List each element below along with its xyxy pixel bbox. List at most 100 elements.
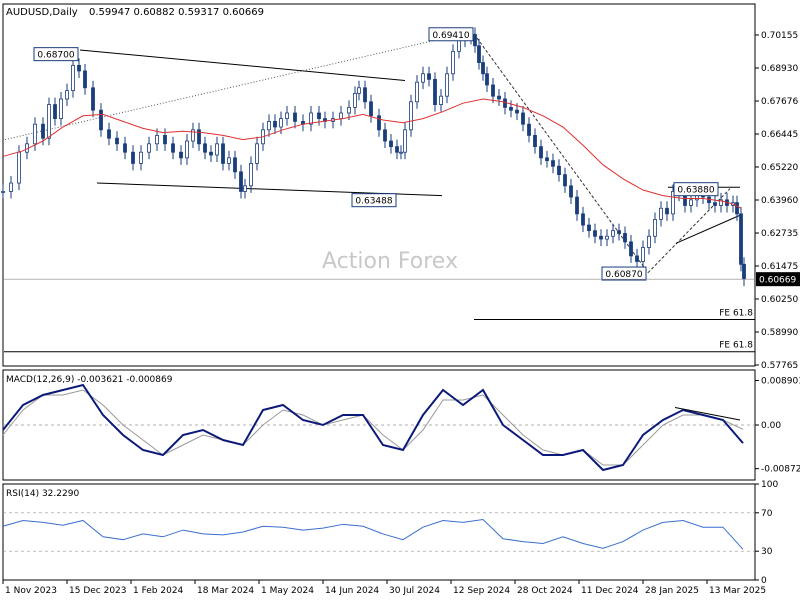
x-tick-label: 30 Jul 2024 xyxy=(389,586,440,596)
candle-body xyxy=(83,70,87,89)
watermark: Action Forex xyxy=(322,249,458,274)
candle-body xyxy=(171,143,175,153)
candle-body xyxy=(451,50,455,75)
candle-body xyxy=(309,112,313,125)
price-panel-frame xyxy=(2,3,756,367)
price-tick-label: 0.70155 xyxy=(761,31,798,41)
candle-body xyxy=(147,143,151,153)
candle-body xyxy=(59,98,63,119)
candle-body xyxy=(357,87,361,94)
candle-body xyxy=(689,199,693,206)
candle-body xyxy=(115,137,119,145)
candle-body xyxy=(353,92,357,108)
candle-body xyxy=(139,151,143,164)
candle-body xyxy=(239,171,243,192)
price-annotation-box xyxy=(351,193,397,208)
candle-body xyxy=(545,157,549,162)
candle-body xyxy=(403,129,407,153)
candle-body xyxy=(563,174,567,187)
candle-body xyxy=(623,233,627,243)
candle-body xyxy=(659,207,663,220)
price-annotation-label: 0.63880 xyxy=(677,186,714,196)
trendline xyxy=(675,214,741,244)
candle-body xyxy=(185,140,189,159)
x-tick-label: 13 Mar 2025 xyxy=(709,586,766,596)
candle-body xyxy=(551,160,555,167)
candle-body xyxy=(191,129,195,142)
candle-body xyxy=(533,135,537,148)
candle-body xyxy=(347,106,351,114)
candle-body xyxy=(611,230,615,237)
candle-body xyxy=(339,112,343,119)
price-tick-label: 0.66445 xyxy=(761,130,798,140)
candle-body xyxy=(587,224,591,232)
candle-body xyxy=(17,151,21,184)
trendline xyxy=(4,31,473,141)
candle-body xyxy=(131,151,135,164)
x-tick-label: 14 Jun 2024 xyxy=(325,586,379,596)
candle-body xyxy=(1,191,5,193)
candle-body xyxy=(197,129,201,145)
candle-body xyxy=(41,123,45,139)
candle-body xyxy=(203,143,207,153)
price-tick-label: 0.68930 xyxy=(761,64,798,74)
candle-body xyxy=(735,202,739,215)
candle-body xyxy=(363,87,367,103)
candle-body xyxy=(107,129,111,139)
candle-body xyxy=(485,73,489,86)
candle-body xyxy=(53,104,57,119)
price-annotation-label: 0.60870 xyxy=(605,270,642,280)
x-tick-label: 12 Sep 2024 xyxy=(453,586,510,596)
candle-body xyxy=(233,157,237,173)
candle-body xyxy=(77,64,81,72)
macd-tick-label: 0.008901 xyxy=(761,376,800,386)
candle-body xyxy=(249,163,253,187)
macd-panel-frame xyxy=(2,369,756,481)
macd-label: MACD(12,26,9) -0.003621 -0.000869 xyxy=(6,375,173,385)
candle-body xyxy=(569,185,573,198)
candles-group xyxy=(1,27,746,287)
candle-body xyxy=(227,157,231,164)
candle-body xyxy=(647,235,651,248)
candle-body xyxy=(481,62,485,75)
rsi-label: RSI(14) 32.2290 xyxy=(6,489,79,499)
candle-body xyxy=(473,34,477,47)
candle-body xyxy=(267,120,271,131)
candle-body xyxy=(491,84,495,97)
candle-body xyxy=(635,255,639,262)
candle-body xyxy=(433,78,437,105)
candle-body xyxy=(503,98,507,108)
price-tick-label: 0.61475 xyxy=(761,262,798,272)
candle-body xyxy=(91,87,95,111)
candle-body xyxy=(33,123,37,145)
candle-body xyxy=(445,73,449,97)
price-tick-label: 0.63960 xyxy=(761,196,798,206)
candle-body xyxy=(739,213,743,265)
candle-body xyxy=(279,118,283,128)
candle-body xyxy=(389,140,393,148)
candle-body xyxy=(285,112,289,119)
price-annotation-box xyxy=(428,27,474,42)
price-annotation-label: 0.68700 xyxy=(37,51,74,61)
x-tick-label: 28 Jan 2025 xyxy=(645,586,699,596)
candle-body xyxy=(47,104,51,139)
candle-body xyxy=(599,235,603,240)
price-tick-label: 0.65220 xyxy=(761,163,798,173)
x-tick-label: 11 Dec 2024 xyxy=(581,586,639,596)
rsi-line xyxy=(2,518,744,550)
candle-body xyxy=(713,202,717,206)
rsi-tick-label: 0 xyxy=(761,576,767,586)
x-tick-label: 1 May 2024 xyxy=(261,586,314,596)
last-price-label: 0.60669 xyxy=(759,276,796,286)
price-annotation-label: 0.69410 xyxy=(432,31,469,41)
rsi-tick-label: 100 xyxy=(761,480,778,490)
rsi-panel-frame xyxy=(2,483,756,581)
candle-body xyxy=(457,39,461,52)
candle-body xyxy=(317,112,321,119)
fe-label: FE 61.8 xyxy=(719,308,753,318)
macd-tick-label: 0.00 xyxy=(761,421,781,431)
candle-body xyxy=(439,95,443,105)
candle-body xyxy=(641,247,645,262)
